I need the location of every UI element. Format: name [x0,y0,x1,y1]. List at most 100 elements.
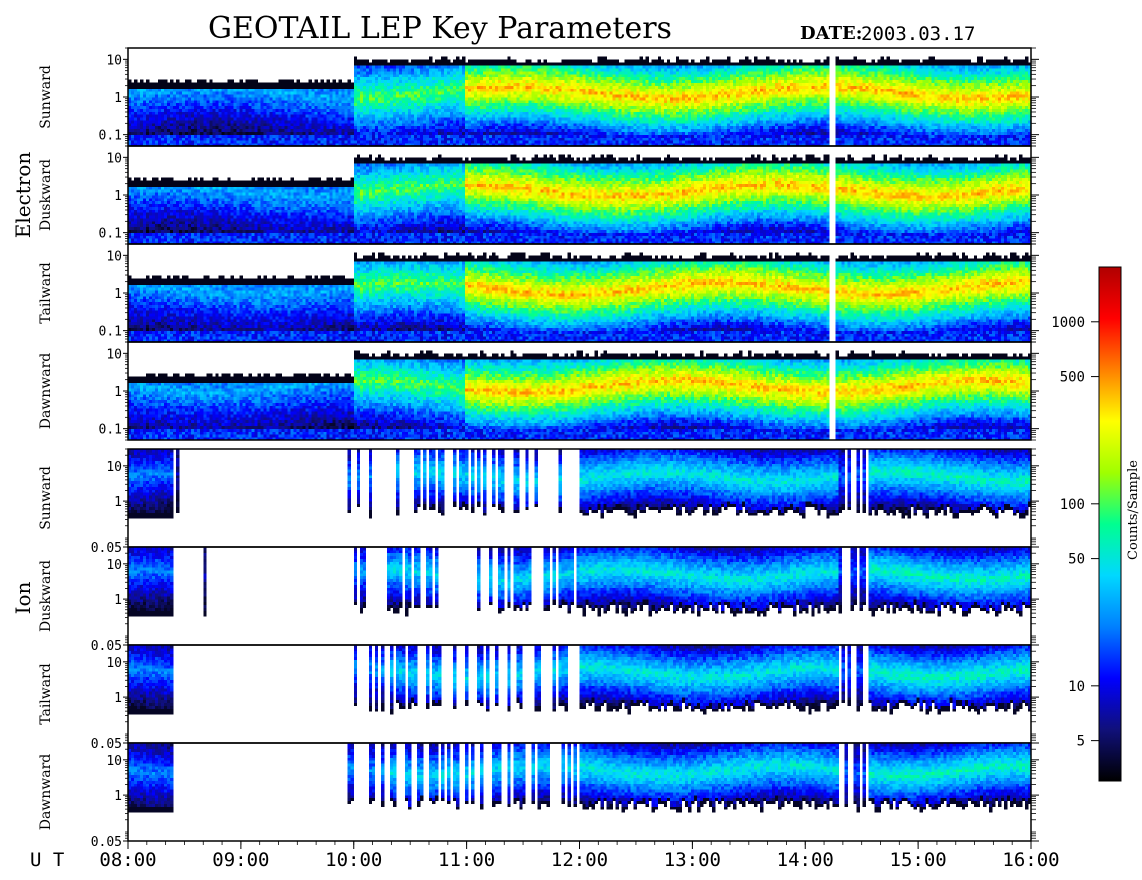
heatmap-cell [351,97,354,100]
heatmap-cell [182,120,185,123]
heatmap-cell [203,100,206,103]
heatmap-cell [447,126,450,129]
heatmap-cell [221,117,224,120]
heatmap-cell [420,106,423,109]
heatmap-cell [164,117,167,120]
heatmap-cell [354,134,357,137]
heatmap-cell [441,111,444,114]
heatmap-cell [378,109,381,112]
heatmap-cell [164,88,167,91]
heatmap-cell [239,97,242,100]
heatmap-cell [450,80,453,83]
heatmap-cell [372,77,375,80]
heatmap-cell [390,88,393,91]
heatmap-cell [402,88,405,91]
heatmap-cell [297,103,300,106]
heatmap-cell [390,68,393,71]
heatmap-cell [182,88,185,91]
heatmap-cell [363,106,366,109]
heatmap-cell [155,83,158,86]
heatmap-cell [161,137,164,140]
heatmap-cell [384,80,387,83]
heatmap-cell [188,106,191,109]
heatmap-cell [227,106,230,109]
heatmap-cell [447,97,450,100]
heatmap-cell [399,140,402,143]
heatmap-cell [272,120,275,123]
heatmap-cell [191,100,194,103]
heatmap-cell [396,109,399,112]
heatmap-cell [221,129,224,132]
heatmap-cell [269,137,272,140]
heatmap-cell [393,137,396,140]
heatmap-cell [387,97,390,100]
heatmap-cell [315,100,318,103]
heatmap-cell [282,111,285,114]
heatmap-cell [285,140,288,143]
heatmap-cell [182,134,185,137]
heatmap-cell [381,134,384,137]
heatmap-cell [200,123,203,126]
heatmap-cell [146,85,149,88]
heatmap-cell [218,126,221,129]
heatmap-cell [170,106,173,109]
heatmap-cell [378,77,381,80]
heatmap-cell [312,111,315,114]
heatmap-cell [360,137,363,140]
heatmap-cell [285,103,288,106]
heatmap-cell [339,83,342,86]
heatmap-cell [375,103,378,106]
heatmap-cell [447,123,450,126]
heatmap-cell [315,85,318,88]
heatmap-cell [432,123,435,126]
heatmap-cell [164,103,167,106]
heatmap-cell [462,129,465,132]
heatmap-cell [167,137,170,140]
heatmap-cell [312,97,315,100]
heatmap-cell [345,126,348,129]
heatmap-cell [254,120,257,123]
heatmap-cell [303,120,306,123]
heatmap-cell [351,123,354,126]
heatmap-cell [444,80,447,83]
heatmap-cell [306,114,309,117]
heatmap-cell [318,109,321,112]
heatmap-cell [188,80,191,83]
heatmap-cell [263,111,266,114]
heatmap-cell [309,120,312,123]
heatmap-cell [399,134,402,137]
heatmap-cell [417,140,420,143]
heatmap-cell [282,106,285,109]
heatmap-cell [158,85,161,88]
heatmap-cell [131,106,134,109]
heatmap-cell [230,111,233,114]
heatmap-cell [230,91,233,94]
heatmap-cell [161,106,164,109]
heatmap-cell [288,120,291,123]
heatmap-cell [336,97,339,100]
heatmap-cell [309,97,312,100]
heatmap-cell [146,134,149,137]
heatmap-cell [333,134,336,137]
heatmap-cell [369,129,372,132]
heatmap-cell [456,77,459,80]
heatmap-cell [465,129,468,132]
heatmap-cell [384,123,387,126]
heatmap-cell [173,109,176,112]
heatmap-cell [236,114,239,117]
heatmap-cell [426,106,429,109]
heatmap-cell [245,109,248,112]
heatmap-cell [182,91,185,94]
heatmap-cell [206,114,209,117]
heatmap-cell [441,83,444,86]
heatmap-cell [251,100,254,103]
heatmap-cell [275,126,278,129]
heatmap-cell [432,68,435,71]
heatmap-cell [275,97,278,100]
heatmap-cell [327,132,330,135]
heatmap-cell [372,123,375,126]
heatmap-cell [402,74,405,77]
heatmap-cell [441,57,444,60]
heatmap-cell [321,109,324,112]
heatmap-cell [456,123,459,126]
